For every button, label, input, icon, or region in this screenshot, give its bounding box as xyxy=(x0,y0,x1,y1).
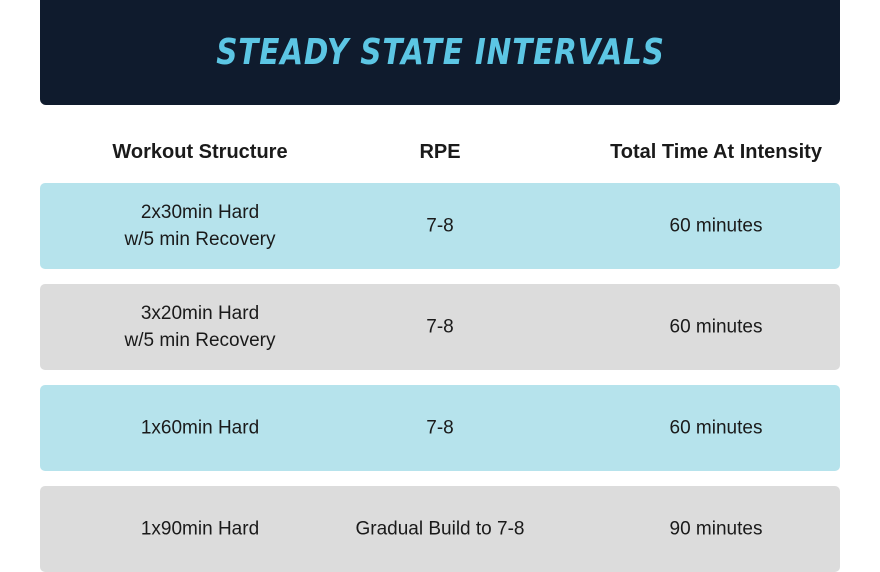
header-banner: STEADY STATE INTERVALS xyxy=(40,0,840,105)
table-cell: 1x90min Hard xyxy=(140,518,260,540)
table-cell: 7-8 xyxy=(426,417,454,439)
column-header: Total Time At Intensity xyxy=(610,141,822,163)
table-cell: Gradual Build to 7-8 xyxy=(355,518,525,540)
table-cell: 2x30min Hard w/5 min Recovery xyxy=(124,202,276,250)
table-row: 2x30min Hard w/5 min Recovery 7-8 60 minut… xyxy=(40,183,840,269)
table-cell: 60 minutes xyxy=(669,316,763,338)
table-cell: 7-8 xyxy=(426,215,454,237)
page: Steady State Intervals {"header": {"titl… xyxy=(40,0,840,572)
table-row: 1x60min Hard 7-8 60 minutes xyxy=(40,385,840,471)
table-cell: 60 minutes xyxy=(669,215,763,237)
table-cell: 90 minutes xyxy=(669,518,763,540)
table-cell: 7-8 xyxy=(426,316,454,338)
table-header: Workout Structure RPE Total Time At Intens… xyxy=(40,136,840,168)
table-cell: 1x60min Hard xyxy=(140,417,260,439)
table-row: 3x20min Hard w/5 min Recovery 7-8 60 minut… xyxy=(40,284,840,370)
table-cell: 60 minutes xyxy=(669,417,763,439)
column-header: RPE xyxy=(419,141,461,163)
header-title: STEADY STATE INTERVALS xyxy=(215,32,665,73)
table-cell: 3x20min Hard w/5 min Recovery xyxy=(124,303,276,351)
table-row: 1x90min Hard Gradual Build to 7-8 90 minut… xyxy=(40,486,840,572)
page-body: STEADY STATE INTERVALS Workout Structure… xyxy=(40,0,840,572)
column-header: Workout Structure xyxy=(112,141,288,163)
